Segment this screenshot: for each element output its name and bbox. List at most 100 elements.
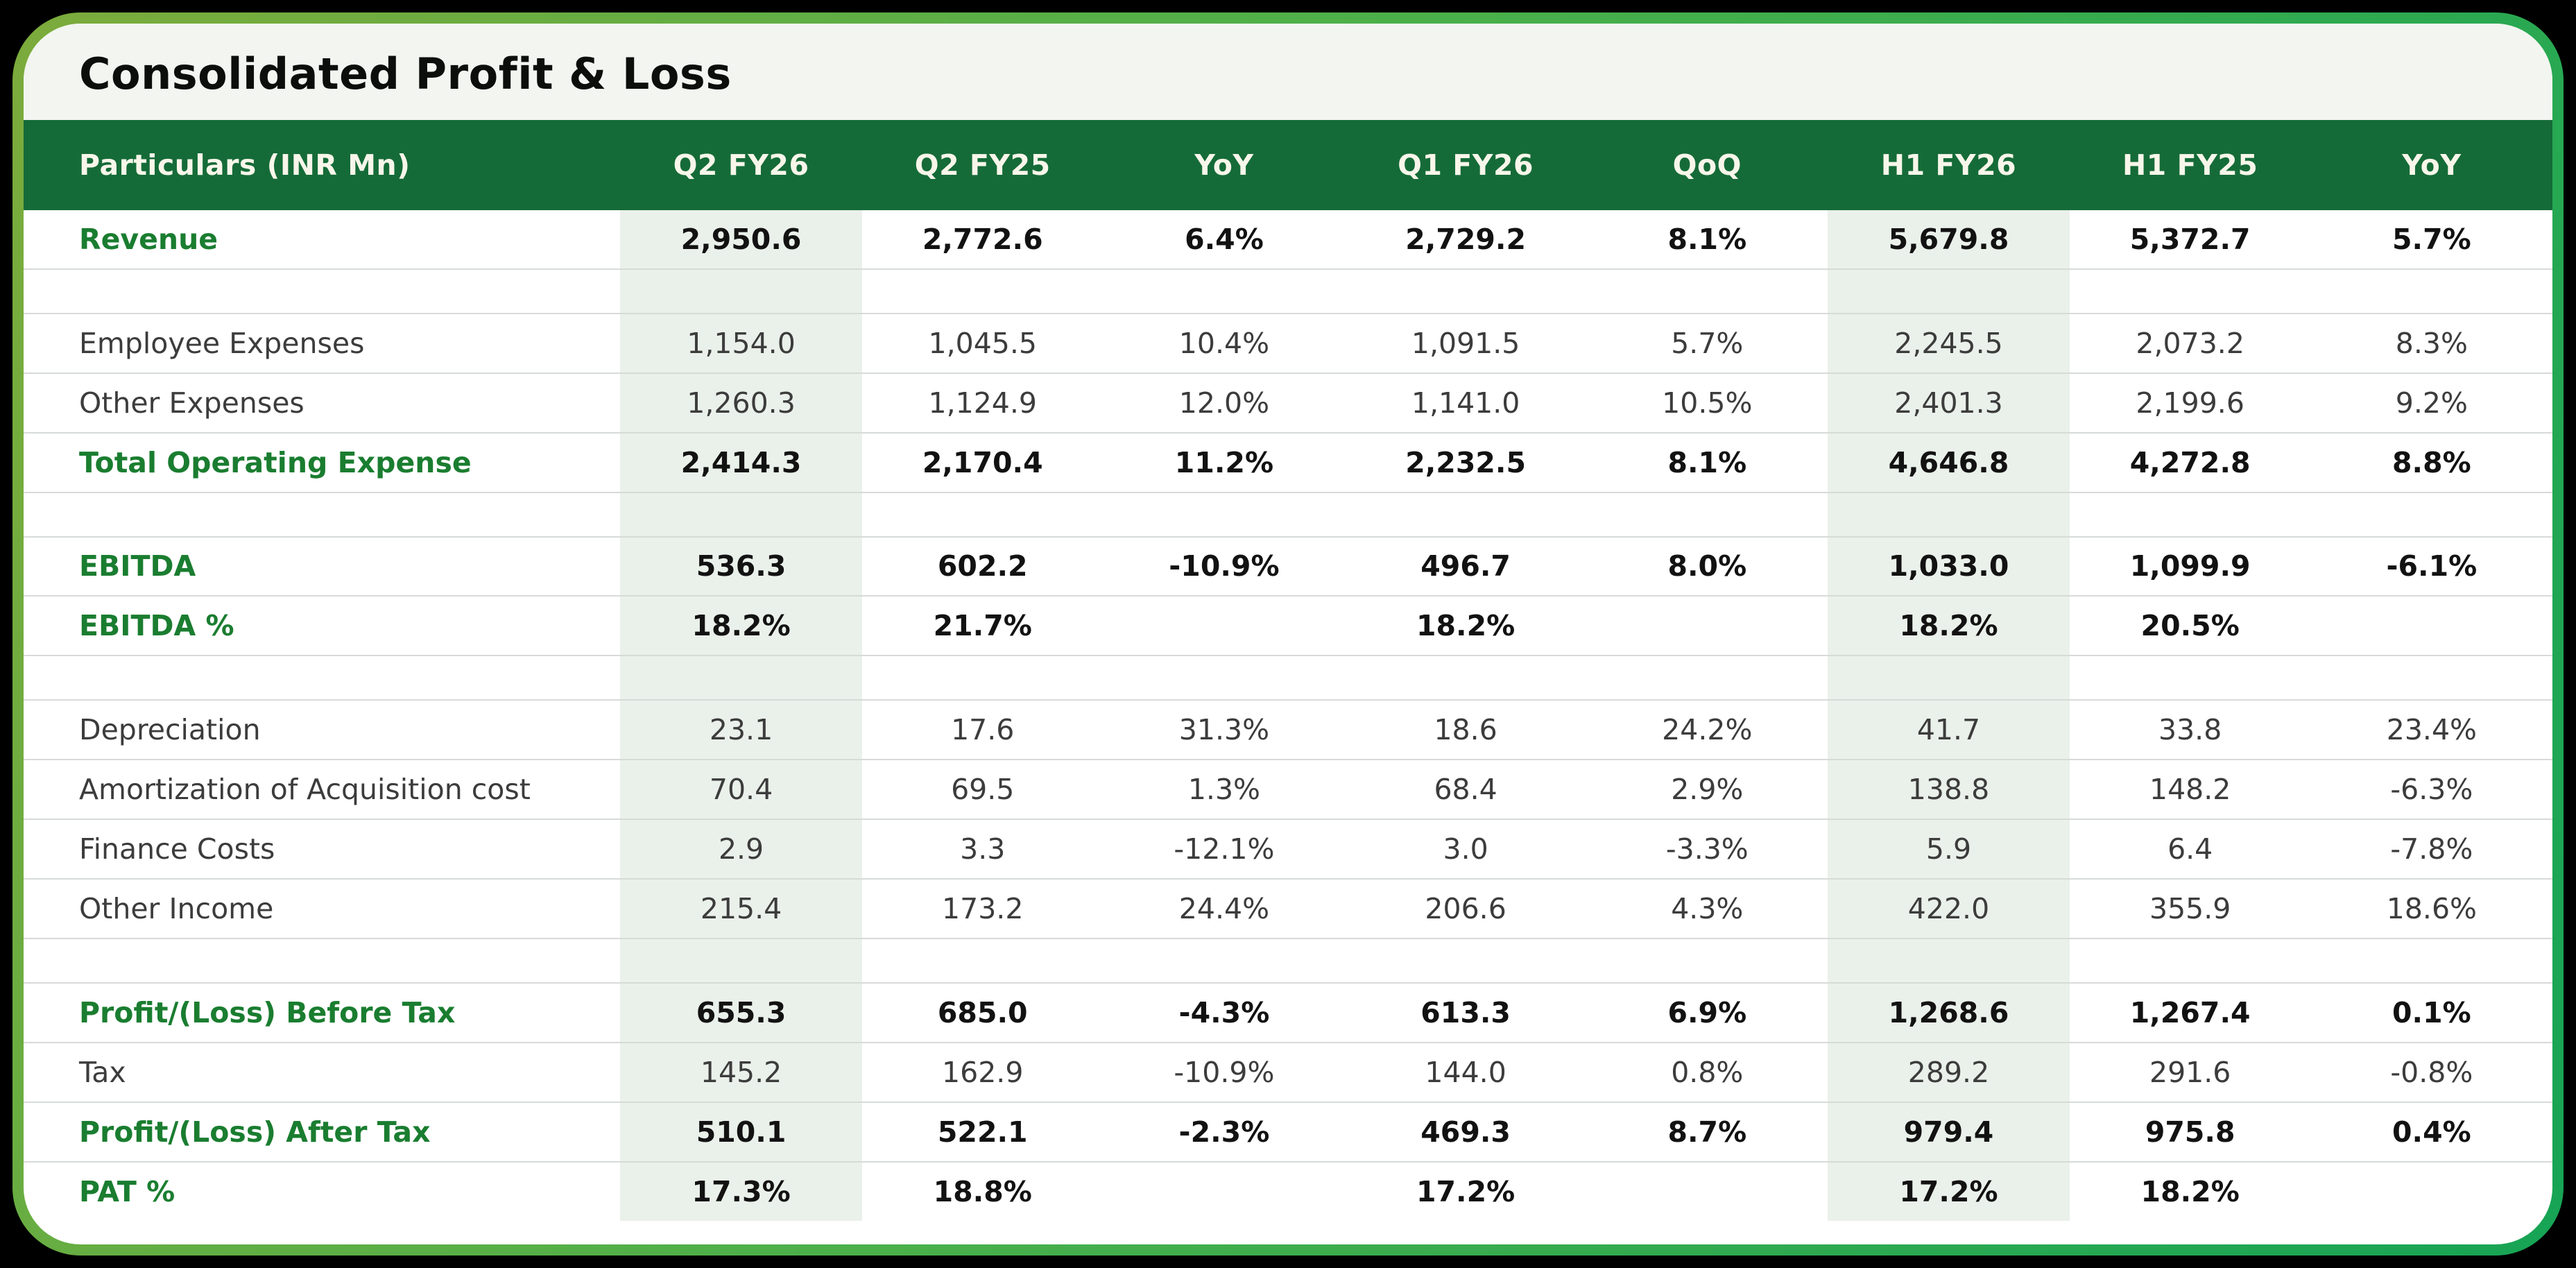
spacer-cell xyxy=(620,268,862,314)
cell-value: 18.2% xyxy=(2069,1161,2311,1221)
cell-value: 2.9% xyxy=(1586,759,1828,820)
row-label: Finance Costs xyxy=(24,819,621,880)
cell-value: 10.5% xyxy=(1586,372,1828,433)
cell-value: 69.5 xyxy=(861,759,1104,820)
cell-value: 145.2 xyxy=(620,1042,862,1103)
spacer-cell xyxy=(620,491,862,537)
cell-value: 5.9 xyxy=(1828,819,2070,880)
table-row: EBITDA % 18.2% 21.7% 18.2% 18.2% 20.5% xyxy=(24,595,2552,656)
column-header: YoY xyxy=(1103,120,1346,210)
cell-value: -10.9% xyxy=(1103,536,1346,597)
spacer-cell xyxy=(1345,268,1587,314)
table-row: Employee Expenses 1,154.0 1,045.5 10.4% 1,09… xyxy=(24,312,2552,373)
cell-value: 655.3 xyxy=(620,982,862,1043)
cell-value: 510.1 xyxy=(620,1102,862,1163)
cell-value xyxy=(2310,1161,2552,1221)
cell-value: -2.3% xyxy=(1103,1102,1346,1163)
cell-value: 2,414.3 xyxy=(620,431,862,492)
cell-value: 0.1% xyxy=(2310,982,2552,1043)
row-label: Depreciation xyxy=(24,699,621,760)
cell-value: 148.2 xyxy=(2069,759,2311,820)
cell-value: 2,170.4 xyxy=(861,431,1104,492)
row-label: EBITDA % xyxy=(24,595,621,656)
cell-value: 2,950.6 xyxy=(620,210,862,269)
cell-value: 1,099.9 xyxy=(2069,536,2311,597)
cell-value: 1,267.4 xyxy=(2069,982,2311,1043)
cell-value: 1,260.3 xyxy=(620,372,862,433)
cell-value: 5.7% xyxy=(1586,312,1828,373)
spacer-cell xyxy=(24,268,621,314)
cell-value: 8.7% xyxy=(1586,1102,1828,1163)
cell-value: 18.6 xyxy=(1345,699,1587,760)
cell-value: 1,124.9 xyxy=(861,372,1104,433)
column-header: QoQ xyxy=(1586,120,1828,210)
cell-value: 5,679.8 xyxy=(1828,210,2070,269)
cell-value: 10.4% xyxy=(1103,312,1346,373)
spacer-cell xyxy=(1103,655,1346,701)
table-row: Revenue 2,950.6 2,772.6 6.4% 2,729.2 8.1% 5,67… xyxy=(24,210,2552,269)
table-header: Particulars (INR Mn) Q2 FY26 Q2 FY25 YoY Q1 … xyxy=(24,120,2552,210)
cell-value: 469.3 xyxy=(1345,1102,1587,1163)
spacer-cell xyxy=(861,938,1104,984)
spacer-cell xyxy=(1586,938,1828,984)
cell-value: 24.2% xyxy=(1586,699,1828,760)
cell-value: 6.9% xyxy=(1586,982,1828,1043)
spacer-cell xyxy=(861,491,1104,537)
cell-value: 0.4% xyxy=(2310,1102,2552,1163)
spacer-cell xyxy=(2069,268,2311,314)
cell-value: 21.7% xyxy=(861,595,1104,656)
cell-value: 613.3 xyxy=(1345,982,1587,1043)
cell-value: 17.3% xyxy=(620,1161,862,1221)
row-label: Total Operating Expense xyxy=(24,431,621,492)
spacer-cell xyxy=(24,938,621,984)
cell-value: 23.1 xyxy=(620,699,862,760)
cell-value: 17.2% xyxy=(1345,1161,1587,1221)
column-header: H1 FY25 xyxy=(2069,120,2311,210)
cell-value: -6.3% xyxy=(2310,759,2552,820)
cell-value: 6.4 xyxy=(2069,819,2311,880)
table-row: Profit/(Loss) After Tax 510.1 522.1 -2.3% 46… xyxy=(24,1102,2552,1163)
cell-value: 18.2% xyxy=(1828,595,2070,656)
table-row: Total Operating Expense 2,414.3 2,170.4 11.… xyxy=(24,431,2552,492)
cell-value: 4,646.8 xyxy=(1828,431,2070,492)
cell-value: 602.2 xyxy=(861,536,1104,597)
spacer-cell xyxy=(1345,655,1587,701)
table-row: Tax 145.2 162.9 -10.9% 144.0 0.8% 289.2 291.6 -0… xyxy=(24,1042,2552,1103)
column-header: H1 FY26 xyxy=(1828,120,2070,210)
table-row: Other Income 215.4 173.2 24.4% 206.6 4.3% 422.… xyxy=(24,878,2552,939)
title-bar: Consolidated Profit & Loss xyxy=(24,24,2552,120)
spacer-cell xyxy=(861,655,1104,701)
spacer-cell xyxy=(1586,655,1828,701)
cell-value: 1,045.5 xyxy=(861,312,1104,373)
spacer-cell xyxy=(1828,268,2070,314)
cell-value: 5.7% xyxy=(2392,222,2471,256)
cell-value: 1,033.0 xyxy=(1828,536,2070,597)
cell-value: 6.4% xyxy=(1185,222,1264,256)
row-label: Other Expenses xyxy=(24,372,621,433)
spacer-cell xyxy=(2069,938,2311,984)
cell-value: 33.8 xyxy=(2069,699,2311,760)
spacer-cell xyxy=(620,938,862,984)
spacer-row xyxy=(24,268,2552,314)
cell-value: 975.8 xyxy=(2069,1102,2311,1163)
cell-value: 12.0% xyxy=(1103,372,1346,433)
spacer-cell xyxy=(2310,938,2552,984)
cell-value: 3.3 xyxy=(861,819,1104,880)
spacer-cell xyxy=(1586,268,1828,314)
cell-value: 17.6 xyxy=(861,699,1104,760)
cell-value: 979.4 xyxy=(1828,1102,2070,1163)
spacer-cell xyxy=(24,491,621,537)
card-border: Consolidated Profit & Loss Particulars (… xyxy=(12,12,2564,1256)
cell-value: -12.1% xyxy=(1103,819,1346,880)
cell-value: 2,772.6 xyxy=(922,222,1043,256)
cell-value: -4.3% xyxy=(1103,982,1346,1043)
cell-value: 8.8% xyxy=(2310,431,2552,492)
cell-value xyxy=(1103,595,1346,656)
cell-value: 5,372.7 xyxy=(2129,222,2251,256)
cell-value: 0.8% xyxy=(1586,1042,1828,1103)
cell-value: 31.3% xyxy=(1103,699,1346,760)
cell-value: 162.9 xyxy=(861,1042,1104,1103)
cell-value: 1.3% xyxy=(1103,759,1346,820)
table-row: Amortization of Acquisition cost 70.4 69.5… xyxy=(24,759,2552,820)
